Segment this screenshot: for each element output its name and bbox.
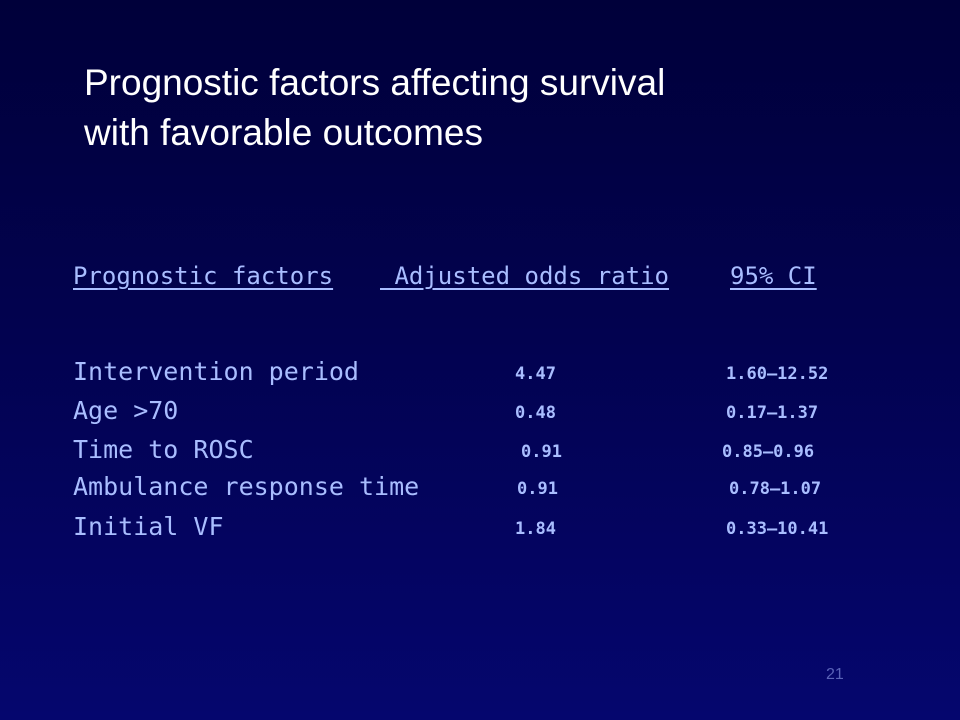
factor-label: Initial VF bbox=[73, 512, 224, 541]
slide-title-line-1: Prognostic factors affecting survival bbox=[84, 62, 666, 103]
odds-ratio-value: 4.47 bbox=[515, 364, 556, 384]
ci-value: 0.85—0.96 bbox=[722, 442, 815, 462]
odds-ratio-value: 1.84 bbox=[515, 519, 556, 539]
slide-number: 21 bbox=[826, 666, 844, 683]
factor-label: Intervention period bbox=[73, 357, 359, 386]
odds-ratio-value: 0.91 bbox=[517, 479, 558, 499]
factor-label: Age >70 bbox=[73, 396, 179, 425]
slide-title-line-2: with favorable outcomes bbox=[84, 112, 483, 153]
ci-value: 1.60—12.52 bbox=[726, 364, 829, 384]
factor-label: Time to ROSC bbox=[73, 435, 254, 464]
header-adjusted-odds-ratio: Adjusted odds ratio bbox=[380, 262, 669, 290]
header-prognostic-factors: Prognostic factors bbox=[73, 262, 334, 290]
factor-label: Ambulance response time bbox=[73, 472, 420, 501]
header-95-ci: 95% CI bbox=[730, 262, 817, 290]
ci-value: 0.17—1.37 bbox=[726, 403, 819, 423]
odds-ratio-value: 0.48 bbox=[515, 403, 556, 423]
ci-value: 0.78—1.07 bbox=[729, 479, 822, 499]
odds-ratio-value: 0.91 bbox=[521, 442, 562, 462]
ci-value: 0.33—10.41 bbox=[726, 519, 829, 539]
slide-title: Prognostic factors affecting survival wi… bbox=[84, 58, 904, 158]
